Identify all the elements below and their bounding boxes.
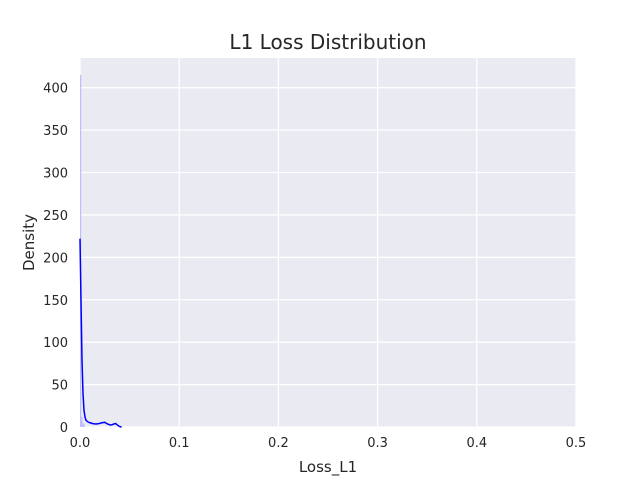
x-axis-label: Loss_L1 — [299, 458, 357, 477]
y-gridlines — [80, 87, 576, 428]
x-tick-label: 0.5 — [566, 436, 587, 451]
kde-density-line — [79, 238, 122, 428]
histogram-bar — [82, 422, 84, 427]
x-tick-label: 0.3 — [367, 436, 388, 451]
y-tick-label: 100 — [43, 336, 68, 351]
y-axis-label: Density — [20, 214, 38, 271]
y-tick-label: 300 — [43, 167, 68, 182]
histogram-bar — [83, 424, 85, 427]
plot-area-background — [80, 58, 576, 427]
y-tick-label: 150 — [43, 294, 68, 309]
x-tick-label: 0.4 — [466, 436, 487, 451]
y-tick-label: 250 — [43, 209, 68, 224]
histogram-bar — [81, 416, 83, 427]
y-tick-label: 200 — [43, 251, 68, 266]
x-tick-label: 0.0 — [70, 436, 91, 451]
y-tick-label: 400 — [43, 82, 68, 97]
y-axis-tick-labels: 0 50 100 150 200 250 300 350 400 — [43, 82, 68, 436]
x-axis-tick-labels: 0.0 0.1 0.2 0.3 0.4 0.5 — [70, 436, 587, 451]
y-tick-label: 0 — [60, 421, 68, 436]
y-tick-label: 350 — [43, 124, 68, 139]
x-tick-label: 0.1 — [169, 436, 190, 451]
chart-title: L1 Loss Distribution — [229, 30, 426, 54]
x-tick-label: 0.2 — [268, 436, 289, 451]
y-tick-label: 50 — [51, 379, 68, 394]
